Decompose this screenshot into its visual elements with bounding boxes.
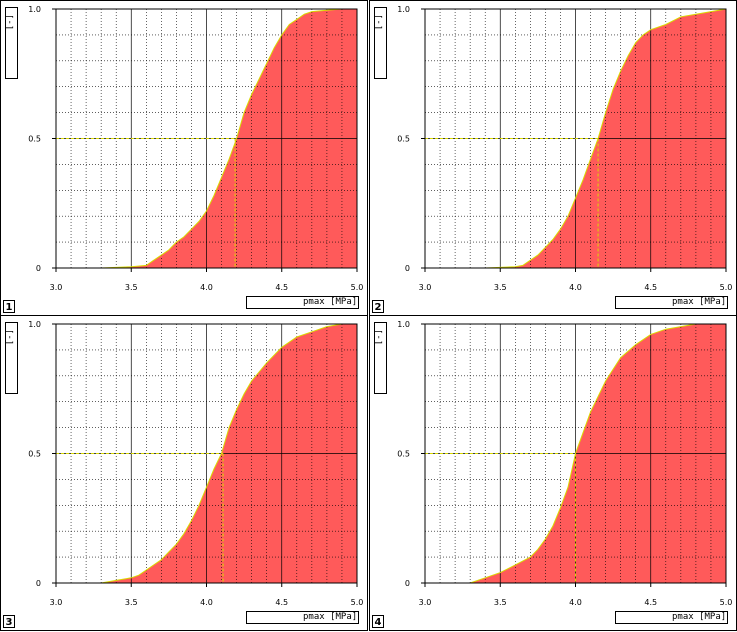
chart-panel-4: 3.0 3.5 4.0 4.5 5.0 0 0.5 1.0 [-] pmax [MPa] 4 [369,315,737,631]
y-axis-label-box: [-] [5,7,18,79]
y-axis-label-box: [-] [374,322,387,394]
y-tick-label: 1.0 [397,5,410,14]
cdf-line [56,323,357,584]
x-tick-label: 3.5 [125,283,138,292]
y-axis-label: [-] [374,14,384,31]
y-tick-label: 0 [405,579,410,588]
x-axis-label: pmax [MPa] [303,297,358,307]
y-tick-label: 0.5 [28,135,41,144]
y-axis-label-box: [-] [5,322,18,394]
y-tick-label: 0 [405,264,410,273]
x-tick-label: 3.5 [125,598,138,607]
x-tick-label: 4.5 [644,283,657,292]
y-tick-label: 0.5 [397,450,410,459]
x-tick-label: 5.0 [720,598,733,607]
x-tick-label: 3.0 [50,283,63,292]
x-tick-label: 4.5 [275,598,288,607]
x-tick-label: 4.0 [569,598,582,607]
x-tick-label: 3.5 [494,283,507,292]
x-axis-label: pmax [MPa] [672,612,727,622]
panel-number: 4 [372,615,384,628]
x-tick-label: 3.5 [494,598,507,607]
y-axis-label: [-] [374,329,384,346]
chart-panel-1: 3.0 3.5 4.0 4.5 5.0 0 0.5 1.0 [-] pmax [MPa] 1 [0,0,368,316]
x-tick-label: 5.0 [351,598,364,607]
chart-svg-3: 3.0 3.5 4.0 4.5 5.0 0 0.5 1.0 [8,320,364,622]
y-axis-label: [-] [5,14,15,31]
panel-number: 1 [3,300,15,313]
x-tick-label: 3.0 [50,598,63,607]
chart-svg-1: 3.0 3.5 4.0 4.5 5.0 0 0.5 1.0 [8,5,364,307]
x-tick-label: 3.0 [419,283,432,292]
x-tick-label: 4.5 [644,598,657,607]
x-tick-label: 4.0 [200,598,213,607]
x-tick-label: 4.0 [569,283,582,292]
x-axis-label-box: pmax [MPa] [615,611,728,624]
cdf-line [56,8,357,269]
chart-panel-3: 3.0 3.5 4.0 4.5 5.0 0 0.5 1.0 [-] pmax [MPa] 3 [0,315,368,631]
x-axis-label-box: pmax [MPa] [246,296,359,309]
x-tick-label: 4.5 [275,283,288,292]
chart-svg-4: 3.0 3.5 4.0 4.5 5.0 0 0.5 1.0 [377,320,733,622]
y-tick-label: 1.0 [397,320,410,329]
x-axis-label: pmax [MPa] [672,297,727,307]
y-tick-label: 0.5 [397,135,410,144]
y-tick-label: 0.5 [28,450,41,459]
x-axis-label-box: pmax [MPa] [246,611,359,624]
x-tick-label: 4.0 [200,283,213,292]
y-axis-label: [-] [5,329,15,346]
x-tick-label: 3.0 [419,598,432,607]
cdf-line [425,8,727,269]
x-axis-label: pmax [MPa] [303,612,358,622]
y-axis-label-box: [-] [374,7,387,79]
panel-number: 3 [3,615,15,628]
x-tick-label: 5.0 [720,283,733,292]
x-axis-label-box: pmax [MPa] [615,296,728,309]
y-tick-label: 1.0 [28,5,41,14]
panel-number: 2 [372,300,384,313]
chart-svg-2: 3.0 3.5 4.0 4.5 5.0 0 0.5 1.0 [377,5,733,307]
x-tick-label: 5.0 [351,283,364,292]
chart-panel-2: 3.0 3.5 4.0 4.5 5.0 0 0.5 1.0 [-] pmax [MPa] 2 [369,0,737,316]
y-tick-label: 1.0 [28,320,41,329]
y-tick-label: 0 [36,264,41,273]
y-tick-label: 0 [36,579,41,588]
